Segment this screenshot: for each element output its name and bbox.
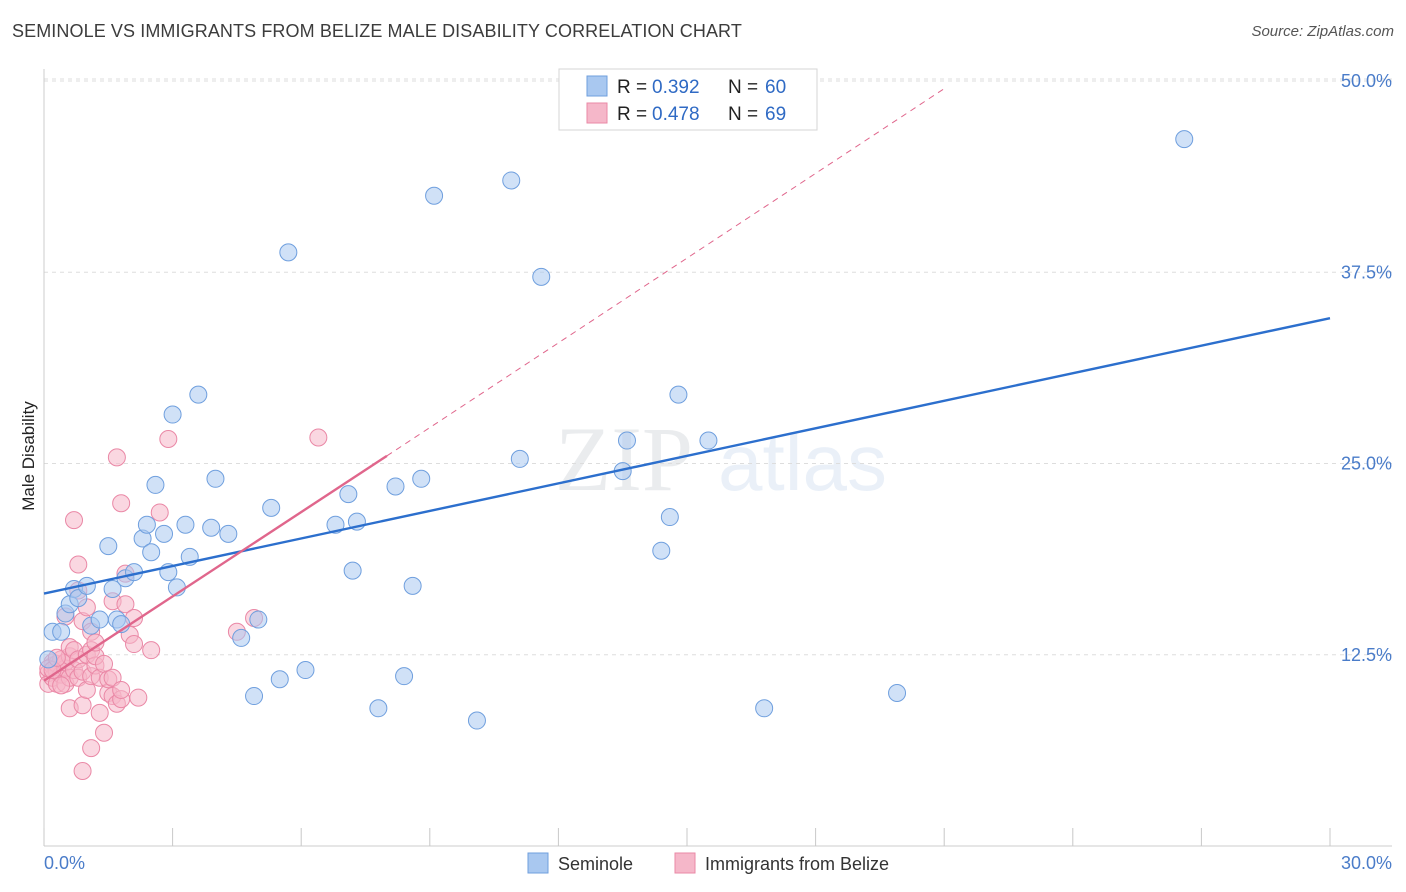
legend-r-value-2: 0.478 [652,104,700,125]
point-seminole [90,610,109,629]
point-seminole [163,405,182,424]
y-tick-labels: 12.5% 25.0% 37.5% 50.0% [1341,71,1392,665]
point-seminole [99,537,118,556]
y-tick-label: 12.5% [1341,645,1392,665]
point-seminole [146,475,165,494]
legend-n-value-2: 69 [765,104,786,125]
bottom-legend-belize: Immigrants from Belize [705,854,889,874]
point-seminole [176,515,195,534]
trend-line-seminole [43,316,1331,595]
point-belize [309,428,328,447]
legend-n-label-1: N = [728,77,758,98]
point-belize [150,503,169,522]
point-seminole [137,515,156,534]
point-belize [107,448,126,467]
point-seminole [617,431,636,450]
point-seminole [660,508,679,527]
point-seminole [467,711,486,730]
point-seminole [532,267,551,286]
point-belize [65,511,84,530]
point-seminole [326,515,345,534]
point-belize [90,703,109,722]
y-axis-label: Male Disability [19,401,38,511]
point-seminole [395,667,414,686]
legend-swatch-seminole [586,75,608,97]
y-tick-label: 25.0% [1341,454,1392,474]
x-tick-label-max: 30.0% [1341,853,1392,873]
point-seminole [652,541,671,560]
gridlines [44,78,1392,656]
trend-line-belize [43,454,388,682]
point-seminole [245,687,264,706]
watermark: ZIP atlas [555,408,887,510]
bottom-legend-swatch-belize [674,852,696,874]
bottom-legend: Seminole Immigrants from Belize [527,852,889,874]
point-seminole [510,449,529,468]
point-seminole [219,524,238,543]
x-tick-label-min: 0.0% [44,853,85,873]
point-seminole [403,576,422,595]
point-seminole [206,469,225,488]
point-belize [116,595,135,614]
legend-r-label-1: R = [617,77,647,98]
point-seminole [279,243,298,262]
trend-lines [43,88,1331,682]
point-belize [73,762,92,781]
point-seminole [262,498,281,517]
bottom-legend-seminole: Seminole [558,854,633,874]
point-seminole [1175,130,1194,149]
series-seminole-points [39,130,1194,730]
point-belize [159,430,178,449]
point-belize [73,696,92,715]
point-seminole [755,699,774,718]
point-belize [112,680,131,699]
point-belize [95,723,114,742]
point-seminole [699,431,718,450]
y-tick-label: 50.0% [1341,71,1392,91]
point-belize [112,494,131,513]
y-tick-label: 37.5% [1341,262,1392,282]
point-seminole [412,469,431,488]
point-belize [82,739,101,758]
point-belize [142,641,161,660]
point-seminole [369,699,388,718]
point-seminole [189,385,208,404]
point-seminole [270,670,289,689]
point-seminole [669,385,688,404]
point-belize [52,676,71,695]
bottom-legend-swatch-seminole [527,852,549,874]
point-belize [103,668,122,687]
x-ticks [43,828,1331,846]
point-seminole [155,524,174,543]
point-seminole [425,186,444,205]
watermark-atlas: atlas [718,418,887,507]
point-seminole [103,579,122,598]
point-seminole [142,543,161,562]
point-seminole [232,628,251,647]
legend-r-label-2: R = [617,104,647,125]
point-seminole [339,485,358,504]
legend-swatch-belize [586,102,608,124]
point-seminole [202,518,221,537]
trend-line-belize-extension [386,88,945,457]
legend-n-value-1: 60 [765,77,786,98]
legend: R = 0.392 N = 60 R = 0.478 N = 69 [558,68,818,131]
point-seminole [296,661,315,680]
point-belize [69,555,88,574]
point-belize [125,635,144,654]
point-seminole [69,589,88,608]
point-seminole [343,561,362,580]
point-belize [129,688,148,707]
legend-n-label-2: N = [728,104,758,125]
point-seminole [52,622,71,641]
source-label: Source: ZipAtlas.com [1251,23,1394,40]
legend-r-value-1: 0.392 [652,77,700,98]
point-seminole [888,684,907,702]
chart-title: SEMINOLE VS IMMIGRANTS FROM BELIZE MALE … [12,21,742,41]
point-seminole [502,171,521,190]
point-seminole [39,650,58,669]
point-seminole [386,477,405,496]
point-seminole [249,610,268,629]
